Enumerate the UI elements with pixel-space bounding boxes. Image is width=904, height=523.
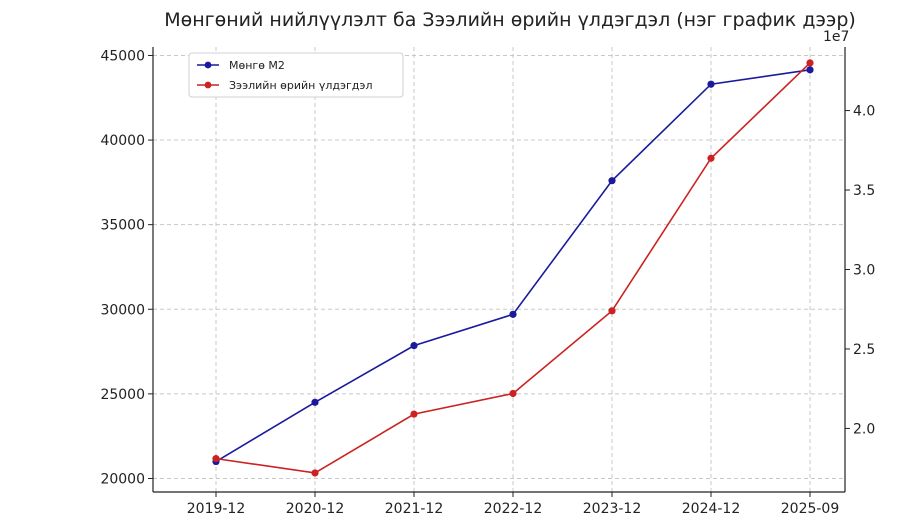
left-tick-label: 40000 — [100, 133, 145, 149]
right-axis-offset-label: 1e7 — [823, 29, 849, 45]
legend-box — [188, 52, 404, 98]
right-tick-label: 2.0 — [853, 421, 875, 437]
left-tick-label: 35000 — [100, 218, 145, 234]
left-tick-label: 30000 — [100, 302, 145, 318]
series-2-point — [806, 59, 814, 67]
series-1-point — [707, 80, 715, 88]
right-tick-label: 2.5 — [853, 342, 875, 358]
legend-swatch-marker — [204, 81, 212, 89]
grid — [153, 47, 845, 492]
right-tick-label: 3.5 — [853, 183, 875, 199]
series-1-point — [509, 310, 517, 318]
x-tick-label: 2019-12 — [187, 501, 246, 517]
series-layer — [212, 59, 814, 477]
legend-label: Мөнгө М2 — [229, 59, 285, 72]
left-tick-label: 20000 — [100, 471, 145, 487]
x-tick-label: 2021-12 — [385, 501, 444, 517]
left-tick-label: 25000 — [100, 387, 145, 403]
left-tick-label: 45000 — [100, 48, 145, 64]
axes: 2019-12 2020-12 2021-12 2022-12 2023-12 2024-… — [100, 29, 875, 517]
series-1-point — [311, 398, 319, 406]
legend-label: Зээлийн өрийн үлдэгдэл — [229, 79, 372, 92]
x-tick-label: 2024-12 — [682, 501, 741, 517]
series-2-point — [509, 389, 517, 398]
series-1-point — [806, 66, 814, 74]
series-2-point — [212, 455, 220, 463]
chart-title: Мөнгөний нийлүүлэлт ба Зээлийн өрийн үлд… — [164, 9, 856, 31]
series-2-point — [311, 469, 319, 477]
right-tick-label: 3.0 — [853, 263, 875, 279]
x-tick-label: 2023-12 — [583, 501, 642, 517]
series-1-point — [410, 342, 418, 350]
legend: Мөнгө М2 Зээлийн өрийн үлдэгдэл — [188, 52, 404, 98]
series-1-point — [608, 177, 616, 185]
right-tick-label: 4.0 — [853, 104, 875, 120]
legend-swatch-marker — [204, 61, 212, 69]
x-tick-label: 2020-12 — [286, 501, 345, 517]
series-2-point — [410, 410, 418, 418]
series-2-point — [707, 154, 715, 162]
x-tick-label: 2022-12 — [484, 501, 543, 517]
x-tick-label: 2025-09 — [781, 501, 840, 517]
series-2-point — [608, 307, 616, 315]
